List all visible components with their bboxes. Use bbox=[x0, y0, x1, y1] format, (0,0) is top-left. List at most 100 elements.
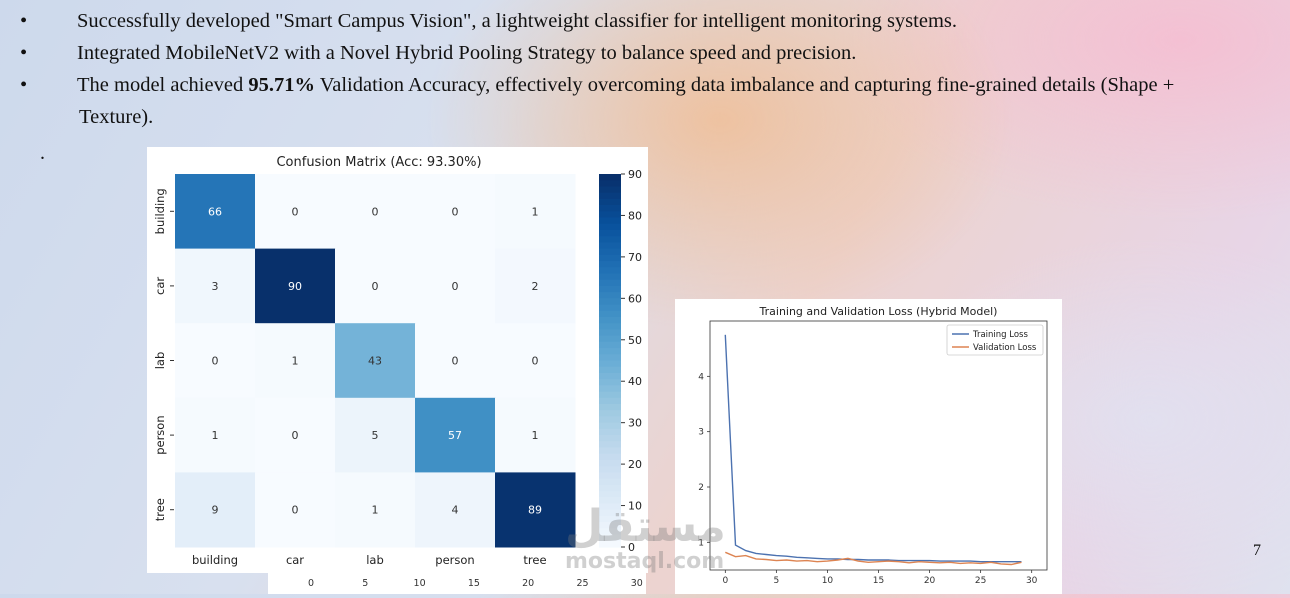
colorbar-segment bbox=[599, 335, 621, 343]
heatmap-cell bbox=[335, 174, 416, 250]
x-tick-label: 15 bbox=[873, 576, 884, 586]
colorbar-segment bbox=[599, 441, 621, 449]
colorbar-segment bbox=[599, 267, 621, 275]
colorbar-segment bbox=[599, 217, 621, 225]
colorbar-segment bbox=[599, 316, 621, 324]
colorbar-segment bbox=[599, 229, 621, 237]
colorbar-segment bbox=[599, 329, 621, 337]
colorbar-segment bbox=[599, 273, 621, 281]
x-tick-label: tree bbox=[523, 553, 546, 567]
bullet-symbol: • bbox=[20, 10, 28, 32]
training-loss-line bbox=[724, 334, 1022, 563]
colorbar-segment bbox=[599, 522, 621, 529]
colorbar-segment bbox=[599, 254, 621, 262]
colorbar-tick-label: 10 bbox=[628, 500, 642, 513]
watermark-latin: mostaql.com bbox=[565, 549, 725, 574]
heatmap-cell bbox=[415, 472, 496, 548]
cell-value-label: 1 bbox=[532, 205, 539, 218]
heatmap-cell bbox=[495, 248, 576, 324]
colorbar-tick-label: 40 bbox=[628, 375, 642, 388]
colorbar-segment bbox=[599, 192, 621, 200]
heatmap-cell bbox=[255, 472, 336, 548]
heatmap-cell bbox=[175, 472, 256, 548]
cell-value-label: 0 bbox=[372, 280, 379, 293]
colorbar-segment bbox=[599, 435, 621, 442]
x-tick-label: 30 bbox=[1026, 576, 1038, 586]
cell-value-label: 0 bbox=[292, 429, 299, 442]
colorbar-segment bbox=[599, 236, 621, 243]
colorbar-segment bbox=[599, 372, 621, 380]
heatmap-cell bbox=[495, 472, 576, 548]
x-tick-label: 25 bbox=[975, 576, 986, 586]
y-tick-label: 1 bbox=[698, 538, 704, 548]
bullet-text: The model achieved 95.71% Validation Acc… bbox=[77, 74, 1174, 97]
cell-value-label: 90 bbox=[288, 280, 302, 293]
bullet-continuation: Texture). bbox=[79, 106, 154, 128]
colorbar-tick-label: 30 bbox=[628, 417, 642, 430]
bullet-text: Successfully developed "Smart Campus Vis… bbox=[77, 10, 957, 32]
heatmap-cell bbox=[415, 248, 496, 324]
cell-value-label: 0 bbox=[372, 205, 379, 218]
colorbar-tick-label: 50 bbox=[628, 334, 642, 347]
colorbar-segment bbox=[599, 198, 621, 206]
heatmap-cell bbox=[255, 323, 336, 399]
colorbar-segment bbox=[599, 466, 621, 473]
colorbar-segment bbox=[599, 261, 621, 268]
heatmap-cell bbox=[175, 248, 256, 324]
heatmap-cell bbox=[255, 174, 336, 250]
colorbar-segment bbox=[599, 242, 621, 250]
cell-value-label: 1 bbox=[372, 504, 379, 517]
x-tick-label: 10 bbox=[822, 576, 834, 586]
colorbar-tick-label: 0 bbox=[628, 541, 635, 554]
heatmap-cell bbox=[255, 397, 336, 473]
cell-value-label: 0 bbox=[532, 355, 539, 368]
watermark-arabic: مستقل bbox=[565, 501, 726, 552]
cell-value-label: 3 bbox=[212, 280, 219, 293]
heatmap-cell bbox=[415, 397, 496, 473]
heatmap-cell bbox=[335, 472, 416, 548]
chart-title: Training and Validation Loss (Hybrid Mod… bbox=[759, 305, 998, 318]
cell-value-label: 9 bbox=[212, 504, 219, 517]
colorbar-segment bbox=[599, 447, 621, 455]
y-tick-label: tree bbox=[153, 498, 167, 521]
colorbar-tick-label: 80 bbox=[628, 209, 642, 222]
colorbar-segment bbox=[599, 416, 621, 424]
cell-value-label: 1 bbox=[212, 429, 219, 442]
colorbar-segment bbox=[599, 323, 621, 331]
heatmap-cell bbox=[495, 323, 576, 399]
cell-value-label: 43 bbox=[368, 355, 382, 368]
colorbar-segment bbox=[599, 310, 621, 318]
colorbar-segment bbox=[599, 354, 621, 362]
cell-value-label: 0 bbox=[452, 205, 459, 218]
colorbar-segment bbox=[599, 410, 621, 418]
colorbar-tick-label: 60 bbox=[628, 292, 642, 305]
colorbar-segment bbox=[599, 223, 621, 231]
strip-x-tick-label: 10 bbox=[414, 578, 426, 589]
strip-x-tick-label: 25 bbox=[576, 578, 588, 589]
page-number: 7 bbox=[1253, 542, 1261, 559]
validation-loss-line bbox=[725, 551, 1022, 566]
heatmap-cell bbox=[255, 248, 336, 324]
cell-value-label: 4 bbox=[452, 504, 459, 517]
cell-value-label: 0 bbox=[452, 280, 459, 293]
bullet-text: Integrated MobileNetV2 with a Novel Hybr… bbox=[77, 42, 857, 64]
partial-chart-strip: 0 5 10 15 20 25 30 bbox=[268, 573, 646, 594]
x-tick-label: car bbox=[286, 553, 304, 567]
heatmap-cell bbox=[335, 248, 416, 324]
colorbar-segment bbox=[599, 453, 621, 461]
colorbar-segment bbox=[599, 248, 621, 256]
colorbar-segment bbox=[599, 211, 621, 219]
colorbar-segment bbox=[599, 459, 621, 467]
x-tick-label: building bbox=[192, 553, 238, 567]
strip-x-tick-label: 0 bbox=[308, 578, 314, 589]
watermark: مستقل mostaql.com bbox=[565, 505, 726, 575]
strip-x-tick-label: 5 bbox=[362, 578, 368, 589]
cell-value-label: 0 bbox=[452, 355, 459, 368]
colorbar-segment bbox=[599, 534, 621, 542]
y-tick-label: 2 bbox=[698, 483, 704, 493]
heatmap-cell bbox=[415, 174, 496, 250]
strip-x-tick-label: 20 bbox=[522, 578, 534, 589]
heatmap-cell bbox=[495, 174, 576, 250]
cell-value-label: 5 bbox=[372, 429, 379, 442]
colorbar-tick-label: 70 bbox=[628, 251, 642, 264]
